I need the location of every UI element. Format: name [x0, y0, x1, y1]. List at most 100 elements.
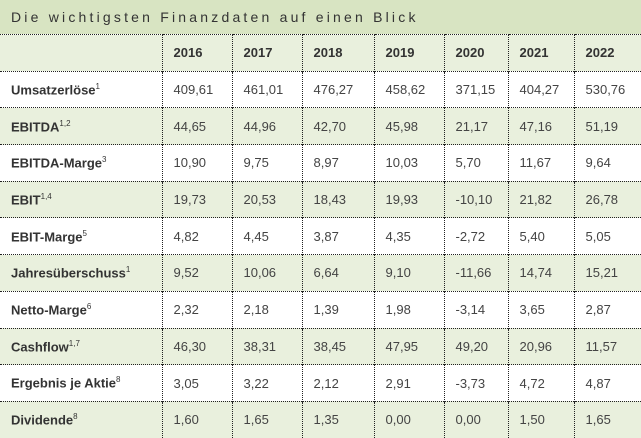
- value-cell: -10,10: [443, 180, 508, 218]
- row-label-text: Umsatzerlöse: [11, 82, 96, 98]
- value-cell: 409,61: [161, 70, 232, 108]
- value-cell: 2,12: [301, 364, 374, 402]
- year-header: 2022: [573, 34, 641, 72]
- row-label: Netto-Marge6: [0, 290, 162, 328]
- value-cell: -3,73: [443, 364, 508, 402]
- value-cell: 4,72: [507, 364, 574, 402]
- value-cell: 47,95: [373, 327, 444, 365]
- footnote-marker: 8: [116, 375, 121, 385]
- value-cell: 19,93: [373, 180, 444, 218]
- row-label: EBITDA-Marge3: [0, 144, 162, 182]
- year-header: 2019: [373, 34, 444, 72]
- value-cell: 20,96: [507, 327, 574, 365]
- value-cell: 38,45: [301, 327, 374, 365]
- row-label: EBITDA1,2: [0, 107, 162, 145]
- value-cell: 38,31: [231, 327, 302, 365]
- table-row: EBITDA-Marge3 10,90 9,75 8,97 10,03 5,70 11,67…: [0, 144, 641, 182]
- value-cell: 2,18: [231, 290, 302, 328]
- footnote-marker: 8: [73, 412, 78, 422]
- value-cell: 10,03: [373, 144, 444, 182]
- value-cell: 46,30: [161, 327, 232, 365]
- value-cell: 11,57: [573, 327, 641, 365]
- row-label-text: Jahresüberschuss: [11, 265, 126, 281]
- value-cell: 9,75: [231, 144, 302, 182]
- footnote-marker: 1: [125, 265, 131, 275]
- value-cell: 1,35: [301, 400, 374, 438]
- table-row: Ergebnis je Aktie8 3,05 3,22 2,12 2,91 -3,73 4…: [0, 364, 641, 402]
- value-cell: 1,65: [573, 400, 641, 438]
- value-cell: 26,78: [573, 180, 641, 218]
- value-cell: 4,45: [231, 217, 302, 255]
- row-label: Cashflow1,7: [0, 327, 162, 365]
- value-cell: 4,35: [373, 217, 444, 255]
- value-cell: 458,62: [373, 70, 444, 108]
- year-header: 2021: [507, 34, 574, 72]
- row-label: Jahresüberschuss1: [0, 254, 162, 292]
- row-label: Dividende8: [0, 400, 162, 438]
- header-row: 2016 2017 2018 2019 2020 2021 2022: [0, 34, 641, 72]
- value-cell: 530,76: [573, 70, 641, 108]
- value-cell: 1,98: [373, 290, 444, 328]
- year-header: 2017: [231, 34, 302, 72]
- value-cell: 44,96: [231, 107, 302, 145]
- value-cell: 14,74: [507, 254, 574, 292]
- row-label-text: EBIT: [11, 192, 41, 208]
- value-cell: -3,14: [443, 290, 508, 328]
- value-cell: 2,87: [573, 290, 641, 328]
- value-cell: 1,60: [161, 400, 232, 438]
- value-cell: 15,21: [573, 254, 641, 292]
- value-cell: 9,52: [161, 254, 232, 292]
- value-cell: 5,70: [443, 144, 508, 182]
- value-cell: 3,87: [301, 217, 374, 255]
- row-label: Ergebnis je Aktie8: [0, 364, 162, 402]
- footnote-marker: 6: [86, 301, 92, 311]
- value-cell: 5,40: [507, 217, 574, 255]
- value-cell: 19,73: [161, 180, 232, 218]
- table-row: EBIT1,4 19,73 20,53 18,43 19,93 -10,10 21,82 26…: [0, 180, 641, 218]
- value-cell: 51,19: [573, 107, 641, 145]
- row-label: EBIT1,4: [0, 180, 162, 218]
- footnote-marker: 1,7: [68, 338, 80, 348]
- table-row: Netto-Marge6 2,32 2,18 1,39 1,98 -3,14 3,65 2,8…: [0, 290, 641, 328]
- value-cell: 47,16: [507, 107, 574, 145]
- value-cell: -11,66: [443, 254, 508, 292]
- footnote-marker: 1,2: [59, 118, 71, 128]
- value-cell: 21,17: [443, 107, 508, 145]
- value-cell: 3,22: [231, 364, 302, 402]
- table-title: Die wichtigsten Finanzdaten auf einen Bl…: [0, 0, 641, 34]
- value-cell: 0,00: [443, 400, 508, 438]
- value-cell: 4,87: [573, 364, 641, 402]
- footnote-marker: 5: [82, 228, 87, 238]
- value-cell: 21,82: [507, 180, 574, 218]
- row-label-text: EBITDA-Marge: [11, 155, 103, 171]
- value-cell: 3,05: [161, 364, 232, 402]
- table-row: Dividende8 1,60 1,65 1,35 0,00 0,00 1,50 1,65: [0, 400, 641, 438]
- row-label: Umsatzerlöse1: [0, 70, 162, 108]
- value-cell: 3,65: [507, 290, 574, 328]
- value-cell: 18,43: [301, 180, 374, 218]
- row-label-text: Dividende: [11, 412, 74, 428]
- value-cell: 6,64: [301, 254, 374, 292]
- value-cell: 4,82: [161, 217, 232, 255]
- value-cell: 2,32: [161, 290, 232, 328]
- year-header: 2020: [443, 34, 508, 72]
- value-cell: 49,20: [443, 327, 508, 365]
- value-cell: 44,65: [161, 107, 232, 145]
- value-cell: 20,53: [231, 180, 302, 218]
- footnote-marker: 1,4: [40, 191, 52, 201]
- value-cell: 11,67: [507, 144, 574, 182]
- year-header: 2018: [301, 34, 374, 72]
- financial-table: 2016 2017 2018 2019 2020 2021 2022 Umsatzerlös…: [0, 34, 641, 438]
- value-cell: 461,01: [231, 70, 302, 108]
- value-cell: 1,65: [231, 400, 302, 438]
- value-cell: 404,27: [507, 70, 574, 108]
- value-cell: 5,05: [573, 217, 641, 255]
- value-cell: 1,39: [301, 290, 374, 328]
- table-row: Umsatzerlöse1 409,61 461,01 476,27 458,62 371…: [0, 70, 641, 108]
- row-label-text: Netto-Marge: [11, 302, 87, 318]
- row-label-text: EBITDA: [11, 118, 60, 134]
- value-cell: 10,90: [161, 144, 232, 182]
- row-label-text: Ergebnis je Aktie: [11, 375, 116, 391]
- value-cell: 476,27: [301, 70, 374, 108]
- year-header: 2016: [161, 34, 232, 72]
